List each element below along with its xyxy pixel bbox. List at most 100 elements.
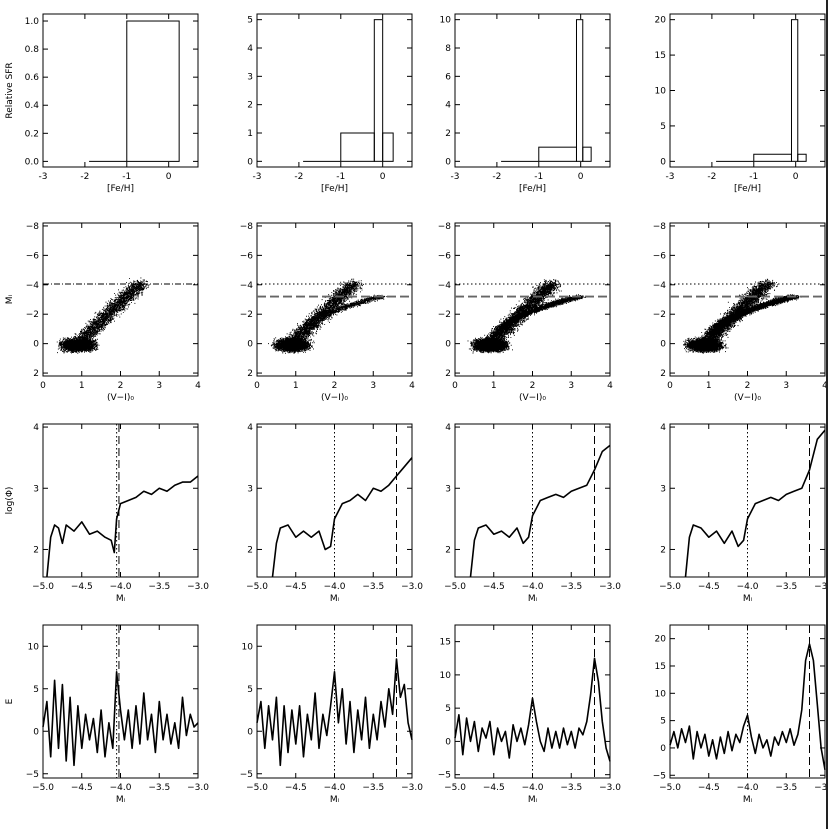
y-tick-label: 10 <box>28 642 40 652</box>
x-tick-label: −4.0 <box>110 582 132 592</box>
y-tick-label: 10 <box>440 16 452 26</box>
x-tick-label: 2 <box>332 381 338 391</box>
lf-curve <box>469 444 611 578</box>
panel-r1-c4: -3 -2 -1 0 0 5 10 15 20 [Fe/H] <box>655 13 826 194</box>
panel-r2-c2: 0 1 2 3 420−2−4−6−8(V−I)₀ <box>240 222 415 403</box>
x-tick-label: −4.0 <box>110 783 132 793</box>
x-tick-label: −4.0 <box>522 582 544 592</box>
panel-r2-c1: 0 1 2 3 420−2−4−6−8(V−I)₀Mᵢ <box>5 222 201 403</box>
y-tick-label: −4 <box>438 281 452 291</box>
y-tick-label: 3 <box>33 484 39 494</box>
x-tick-label: −4.0 <box>522 783 544 793</box>
y-tick-label: 4 <box>247 423 253 433</box>
x-tick-label: −4.0 <box>737 582 759 592</box>
x-tick-label: -1 <box>336 172 345 182</box>
y-tick-label: −2 <box>653 310 666 320</box>
x-tick-label: 2 <box>745 381 751 391</box>
y-tick-label: 15 <box>440 638 451 648</box>
x-tick-label: −5.0 <box>246 783 268 793</box>
x-tick-label: −5.0 <box>32 783 54 793</box>
x-tick-label: −5.0 <box>32 582 54 592</box>
x-axis-label: [Fe/H] <box>519 184 546 194</box>
y-tick-label: −2 <box>240 310 253 320</box>
x-axis-label: [Fe/H] <box>321 184 348 194</box>
y-tick-label: −8 <box>240 222 254 232</box>
y-tick-label: 3 <box>247 484 253 494</box>
x-tick-label: 4 <box>822 381 826 391</box>
x-axis-label: (V−I)₀ <box>734 393 761 403</box>
sfr-step <box>797 153 807 162</box>
x-tick-label: −3.5 <box>362 783 384 793</box>
x-tick-label: 0 <box>793 172 799 182</box>
sfr-step <box>753 153 792 162</box>
panel-r4-c4: −5.0 −4.5 −4.0 −3.5 −3.0 −5 0 5 10 15 20 Mᵢ <box>653 624 826 805</box>
y-axis-label: log(Φ) <box>5 487 15 515</box>
plot-frame <box>669 13 826 168</box>
x-tick-label: -3 <box>253 172 262 182</box>
x-tick-label: −3.0 <box>187 582 209 592</box>
x-axis-label: Mᵢ <box>116 795 126 805</box>
lf-curve <box>46 475 199 578</box>
y-tick-label: 3 <box>445 484 451 494</box>
x-axis-label: [Fe/H] <box>734 184 761 194</box>
x-axis-label: Mᵢ <box>743 594 753 604</box>
panel-r3-c1: −5.0 −4.5 −4.0 −3.5 −3.0 2 3 4 Mᵢ log(Φ) <box>5 423 209 604</box>
x-tick-label: 0 <box>578 172 584 182</box>
x-tick-label: −3.5 <box>775 582 797 592</box>
x-axis-label: Mᵢ <box>743 795 753 805</box>
x-tick-label: 0 <box>667 381 673 391</box>
x-tick-label: 3 <box>370 381 376 391</box>
x-tick-label: −4.5 <box>285 783 307 793</box>
sfr-step <box>126 20 180 162</box>
x-tick-label: −3.0 <box>599 783 621 793</box>
y-tick-label: 0 <box>33 340 39 350</box>
y-tick-label: 0 <box>445 340 451 350</box>
x-tick-label: −4.5 <box>698 582 720 592</box>
y-tick-label: 3 <box>660 484 666 494</box>
x-axis-label: Mᵢ <box>528 795 538 805</box>
sfr-step <box>790 19 799 162</box>
x-tick-label: 0 <box>452 381 458 391</box>
y-tick-label: 15 <box>655 662 666 672</box>
y-tick-label: 2 <box>247 545 253 555</box>
x-tick-label: −4.0 <box>737 783 759 793</box>
x-tick-label: -2 <box>294 172 303 182</box>
x-tick-label: -1 <box>749 172 758 182</box>
y-tick-label: 2 <box>445 369 451 379</box>
plot-frame <box>42 13 199 168</box>
x-tick-label: −4.0 <box>324 783 346 793</box>
y-tick-label: 0 <box>660 744 666 754</box>
cmd-points <box>683 278 802 354</box>
y-tick-label: 1 <box>247 129 253 139</box>
y-tick-label: 0 <box>33 727 39 737</box>
y-tick-label: 0.2 <box>25 129 39 139</box>
y-tick-label: 3 <box>247 72 253 82</box>
y-tick-label: 0 <box>445 157 451 167</box>
edge-curve <box>454 657 611 762</box>
edge-curve <box>42 670 199 767</box>
x-tick-label: −3.0 <box>187 783 209 793</box>
x-tick-label: -3 <box>451 172 460 182</box>
x-tick-label: −3.0 <box>814 582 826 592</box>
panel-r2-c3: 0 1 2 3 420−2−4−6−8(V−I)₀ <box>438 222 613 403</box>
sfr-step <box>575 19 584 162</box>
y-tick-label: 4 <box>660 423 666 433</box>
cmd-points <box>56 277 150 354</box>
x-tick-label: 0 <box>40 381 46 391</box>
x-tick-label: 3 <box>156 381 162 391</box>
y-tick-label: −2 <box>438 310 451 320</box>
x-tick-label: −3.0 <box>401 582 423 592</box>
x-tick-label: −3.0 <box>599 582 621 592</box>
y-tick-label: 5 <box>660 717 666 727</box>
sfr-step <box>538 146 577 162</box>
x-tick-label: −4.5 <box>71 582 93 592</box>
y-tick-label: 2 <box>247 101 253 111</box>
y-tick-label: 0 <box>247 340 253 350</box>
y-tick-label: 2 <box>247 369 253 379</box>
y-tick-label: 2 <box>660 545 666 555</box>
plot-frame <box>256 13 413 168</box>
x-axis-label: (V−I)₀ <box>321 393 348 403</box>
x-tick-label: -3 <box>666 172 675 182</box>
x-tick-label: −3.5 <box>362 582 384 592</box>
y-tick-label: 15 <box>655 51 666 61</box>
